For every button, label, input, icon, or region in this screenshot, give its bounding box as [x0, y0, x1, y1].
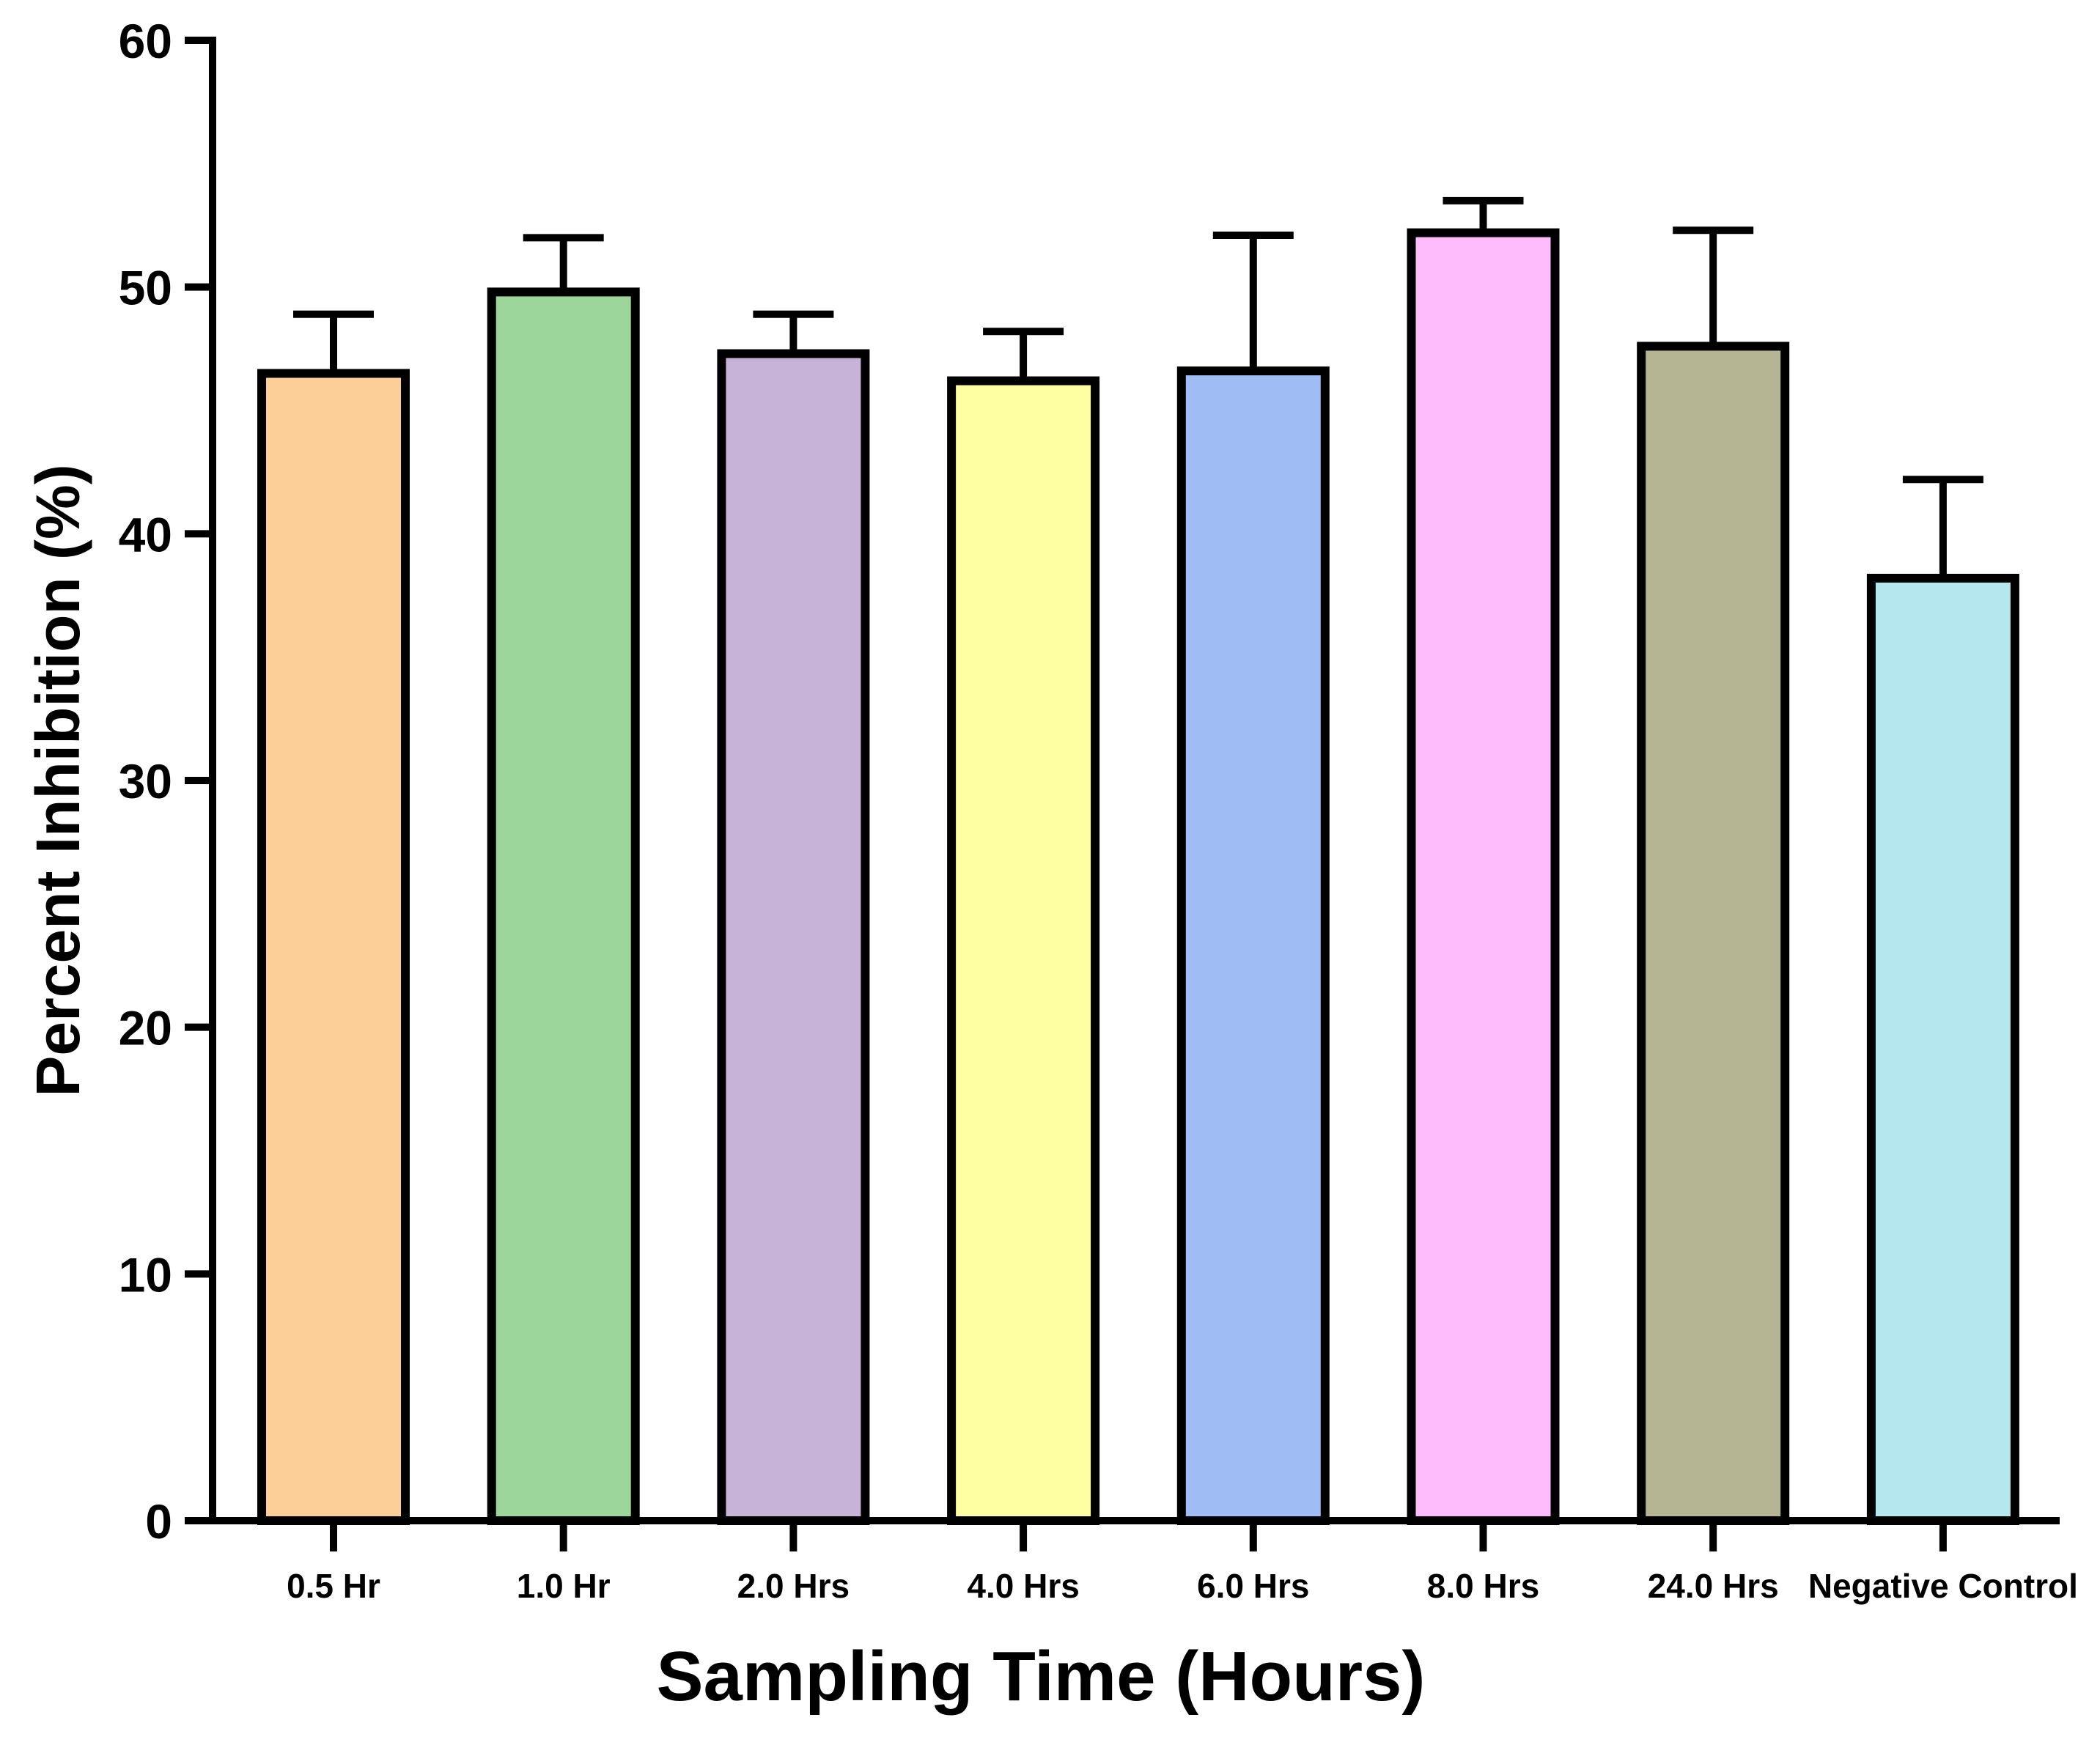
bar	[1407, 228, 1560, 1526]
x-tick-label: Negative Control	[1808, 1567, 2078, 1605]
error-bar	[983, 328, 1064, 381]
bar	[1176, 366, 1330, 1526]
y-tick-label: 0	[145, 1494, 172, 1549]
error-bar	[753, 310, 834, 354]
x-tick-label: 24.0 Hrs	[1648, 1567, 1779, 1605]
x-axis-title: Sampling Time (Hours)	[656, 1637, 1425, 1716]
x-tick-label: 2.0 Hrs	[737, 1567, 850, 1605]
y-tick-label: 30	[119, 754, 172, 808]
y-axis-title: Percent Inhibition (%)	[23, 464, 92, 1096]
y-tick-label: 40	[119, 507, 172, 561]
x-tick-label: 1.0 Hr	[517, 1567, 611, 1605]
error-bar	[1443, 196, 1524, 233]
error-bar	[523, 234, 604, 292]
bar	[487, 287, 640, 1525]
bar	[257, 369, 410, 1525]
x-tick-label: 4.0 Hrs	[967, 1567, 1079, 1605]
y-tick-label: 20	[119, 1001, 172, 1055]
x-tick-label: 8.0 Hrs	[1427, 1567, 1539, 1605]
bar	[947, 376, 1100, 1525]
y-ticks-layer: 0 10 20 30 40 50 60	[119, 14, 213, 1549]
x-tick-label: 6.0 Hrs	[1197, 1567, 1309, 1605]
error-bar	[293, 310, 374, 374]
bars-layer	[257, 228, 2019, 1526]
y-tick-label: 50	[119, 261, 172, 315]
x-ticks-layer: 0.5 Hr 1.0 Hr 2.0 Hrs 4.0 Hrs 6.0 Hrs 8.0 Hrs…	[287, 1521, 2078, 1605]
error-bar	[1673, 226, 1754, 347]
error-bar	[1902, 476, 1983, 578]
bar	[1637, 342, 1790, 1525]
bar	[1866, 573, 2019, 1525]
error-bars-layer	[293, 196, 1983, 578]
error-bar	[1212, 231, 1294, 372]
x-tick-label: 0.5 Hr	[287, 1567, 380, 1605]
y-tick-label: 10	[119, 1247, 172, 1302]
bar	[717, 349, 870, 1526]
y-tick-label: 60	[119, 14, 172, 68]
